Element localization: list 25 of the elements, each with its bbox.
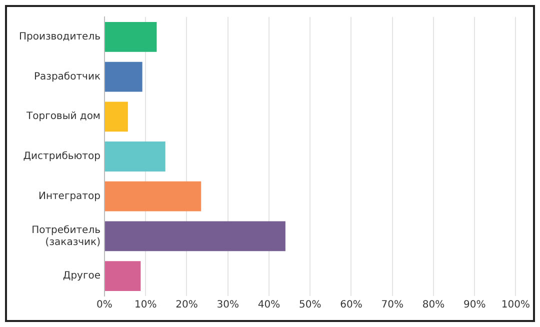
bar [104,221,286,252]
x-tick-label: 40% [258,300,280,311]
x-tick-label: 20% [176,300,198,311]
y-tick-label: Потребитель (заказчик) [32,224,101,248]
x-tick-label: 30% [216,300,239,311]
x-tick-label: 60% [340,300,362,311]
y-tick-label: Торговый дом [25,111,100,122]
x-tick-label: 50% [298,300,322,311]
x-tick-label: 10% [134,300,157,311]
y-tick-label: Интегратор [38,190,100,202]
bar [104,261,141,292]
bar [104,22,157,52]
bar [104,62,142,92]
x-tick-label: 90% [463,300,486,311]
bar [104,102,128,132]
x-tick-label: 0% [96,300,112,311]
y-tick-label: Другое [62,270,100,282]
y-tick-label: Дистрибьютор [23,151,100,162]
x-tick-label: 100% [501,300,530,311]
y-tick-label: Производитель [18,32,101,43]
x-tick-label: 80% [422,300,445,311]
bar [104,142,166,172]
bar [104,181,202,212]
x-tick-label: 70% [381,300,404,311]
y-tick-label: Разработчик [34,71,100,82]
